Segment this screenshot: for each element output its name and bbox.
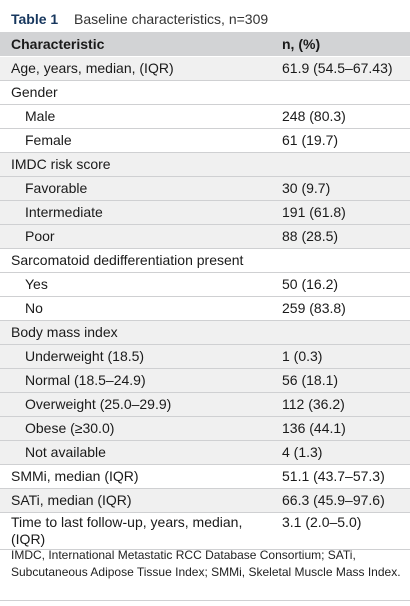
row-label: Body mass index bbox=[11, 324, 118, 340]
table-row: Poor 88 (28.5) bbox=[0, 225, 410, 249]
row-label: Intermediate bbox=[25, 204, 103, 220]
row-value: 61.9 (54.5–67.43) bbox=[282, 60, 393, 76]
table-footnote: IMDC, International Metastatic RCC Datab… bbox=[11, 548, 401, 579]
row-label: SATi, median (IQR) bbox=[11, 492, 132, 508]
table-row: Normal (18.5–24.9) 56 (18.1) bbox=[0, 369, 410, 393]
table-body: Age, years, median, (IQR) 61.9 (54.5–67.4… bbox=[0, 57, 410, 550]
row-value: 259 (83.8) bbox=[282, 300, 346, 316]
row-label: Not available bbox=[25, 444, 106, 460]
row-label: Sarcomatoid dedifferentiation present bbox=[11, 252, 244, 268]
row-value: 88 (28.5) bbox=[282, 228, 339, 244]
table-row-group-header: Gender bbox=[0, 81, 410, 105]
row-label: Underweight (18.5) bbox=[25, 348, 145, 364]
row-value: 61 (19.7) bbox=[282, 132, 339, 148]
row-label: Normal (18.5–24.9) bbox=[25, 372, 146, 388]
table-row: SATi, median (IQR) 66.3 (45.9–97.6) bbox=[0, 489, 410, 513]
table-row: No 259 (83.8) bbox=[0, 297, 410, 321]
table-header-row: Characteristic n, (%) bbox=[0, 32, 410, 56]
table-row: Male 248 (80.3) bbox=[0, 105, 410, 129]
row-label: Poor bbox=[25, 228, 55, 244]
row-value: 3.1 (2.0–5.0) bbox=[282, 514, 362, 530]
row-label: Female bbox=[25, 132, 72, 148]
table-row: SMMi, median (IQR) 51.1 (43.7–57.3) bbox=[0, 465, 410, 489]
table-row-group-header: Sarcomatoid dedifferentiation present bbox=[0, 249, 410, 273]
row-value: 191 (61.8) bbox=[282, 204, 346, 220]
row-value: 50 (16.2) bbox=[282, 276, 339, 292]
row-label: No bbox=[25, 300, 43, 316]
row-value: 51.1 (43.7–57.3) bbox=[282, 468, 385, 484]
table-caption: Table 1 Baseline characteristics, n=309 bbox=[0, 8, 410, 30]
row-label: Yes bbox=[25, 276, 48, 292]
table-row: Underweight (18.5) 1 (0.3) bbox=[0, 345, 410, 369]
table-row: Time to last follow-up, years, median, (… bbox=[0, 513, 410, 550]
table-title: Baseline characteristics, n=309 bbox=[74, 11, 269, 27]
row-label: Obese (≥30.0) bbox=[25, 420, 115, 436]
row-value: 1 (0.3) bbox=[282, 348, 323, 364]
row-value: 136 (44.1) bbox=[282, 420, 346, 436]
row-label: Male bbox=[25, 108, 56, 124]
row-label: Age, years, median, (IQR) bbox=[11, 60, 174, 76]
row-label: IMDC risk score bbox=[11, 156, 111, 172]
table-row: Yes 50 (16.2) bbox=[0, 273, 410, 297]
row-value: 112 (36.2) bbox=[282, 396, 345, 412]
row-label: Overweight (25.0–29.9) bbox=[25, 396, 172, 412]
table-row: Age, years, median, (IQR) 61.9 (54.5–67.4… bbox=[0, 57, 410, 81]
row-label: Gender bbox=[11, 84, 58, 100]
row-value: 66.3 (45.9–97.6) bbox=[282, 492, 385, 508]
table-row: Obese (≥30.0) 136 (44.1) bbox=[0, 417, 410, 441]
row-label: Favorable bbox=[25, 180, 88, 196]
row-value: 30 (9.7) bbox=[282, 180, 331, 196]
column-header-characteristic: Characteristic bbox=[11, 36, 105, 52]
table-row: Female 61 (19.7) bbox=[0, 129, 410, 153]
row-value: 56 (18.1) bbox=[282, 372, 339, 388]
table-row: Overweight (25.0–29.9) 112 (36.2) bbox=[0, 393, 410, 417]
table-row: Intermediate 191 (61.8) bbox=[0, 201, 410, 225]
table-row: Not available 4 (1.3) bbox=[0, 441, 410, 465]
row-label: Time to last follow-up, years, median, (… bbox=[11, 514, 243, 547]
table-row: Favorable 30 (9.7) bbox=[0, 177, 410, 201]
row-value: 248 (80.3) bbox=[282, 108, 346, 124]
row-value: 4 (1.3) bbox=[282, 444, 323, 460]
table-row-group-header: IMDC risk score bbox=[0, 153, 410, 177]
row-label: SMMi, median (IQR) bbox=[11, 468, 139, 484]
table-bottom-rule bbox=[0, 600, 410, 601]
table-label: Table 1 bbox=[11, 11, 59, 27]
table-row-group-header: Body mass index bbox=[0, 321, 410, 345]
column-header-n-percent: n, (%) bbox=[282, 36, 321, 52]
